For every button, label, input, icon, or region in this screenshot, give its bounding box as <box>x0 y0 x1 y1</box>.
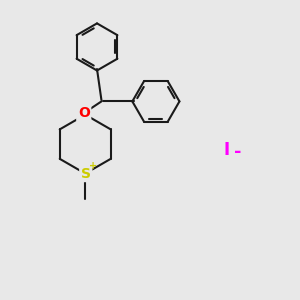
Text: O: O <box>78 106 90 120</box>
Text: S: S <box>81 167 91 181</box>
Text: I: I <box>224 141 230 159</box>
Text: +: + <box>89 161 98 171</box>
Text: -: - <box>234 143 242 161</box>
